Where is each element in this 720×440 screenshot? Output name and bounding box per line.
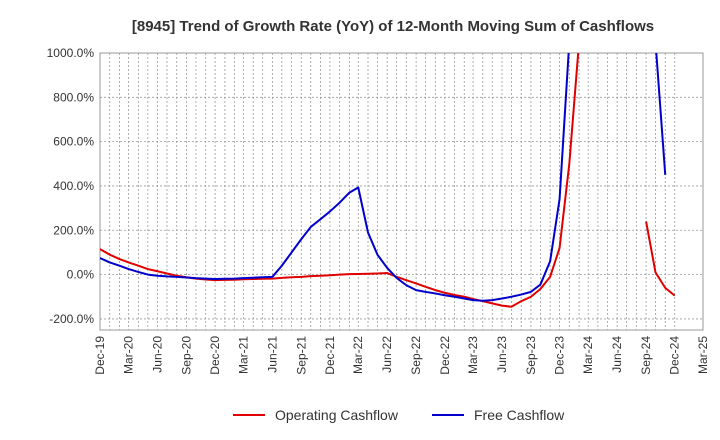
x-tick-label: Sep-20 — [180, 336, 194, 375]
x-tick-label: Dec-22 — [438, 336, 452, 375]
x-tick-label: Jun-23 — [495, 336, 509, 373]
x-tick-label: Jun-21 — [265, 336, 279, 373]
y-tick-label: 600.0% — [53, 135, 94, 149]
series-line-operating-cashflow — [645, 221, 676, 297]
x-tick-label: Dec-24 — [668, 336, 682, 375]
x-tick-label: Dec-21 — [323, 336, 337, 375]
legend-label: Operating Cashflow — [275, 407, 399, 423]
y-tick-label: 1000.0% — [47, 46, 95, 60]
x-tick-label: Jun-20 — [151, 336, 165, 373]
x-tick-label: Mar-21 — [236, 336, 250, 374]
x-tick-label: Sep-22 — [409, 336, 423, 375]
x-tick-label: Mar-24 — [581, 336, 595, 374]
x-tick-label: Mar-25 — [696, 336, 710, 374]
series-line-free-cashflow — [655, 53, 667, 175]
x-tick-label: Jun-24 — [610, 336, 624, 373]
x-tick-label: Dec-23 — [553, 336, 567, 375]
x-tick-label: Mar-23 — [466, 336, 480, 374]
y-tick-label: 200.0% — [53, 223, 94, 237]
y-tick-label: 400.0% — [53, 179, 94, 193]
x-tick-label: Dec-19 — [93, 336, 107, 375]
y-tick-label: 800.0% — [53, 90, 94, 104]
series-line-free-cashflow — [100, 53, 570, 302]
x-axis: Dec-19 Mar-20 Jun-20 Sep-20 Dec-20 Mar-21 Jun-… — [93, 336, 710, 375]
grid — [99, 52, 704, 330]
plot-area — [99, 52, 704, 331]
x-tick-label: Dec-20 — [208, 336, 222, 375]
x-tick-label: Sep-21 — [294, 336, 308, 375]
x-tick-label: Mar-20 — [122, 336, 136, 374]
x-tick-label: Sep-24 — [639, 336, 653, 375]
x-tick-label: Mar-22 — [351, 336, 365, 374]
y-tick-label: 0.0% — [67, 268, 95, 282]
legend: Operating Cashflow Free Cashflow — [233, 407, 565, 423]
legend-label: Free Cashflow — [474, 407, 565, 423]
x-tick-label: Sep-23 — [524, 336, 538, 375]
series-lines — [100, 53, 676, 308]
y-tick-label: -200.0% — [49, 312, 94, 326]
x-tick-label: Jun-22 — [380, 336, 394, 373]
chart-title: [8945] Trend of Growth Rate (YoY) of 12-… — [132, 18, 654, 35]
y-axis: 1000.0% 800.0% 600.0% 400.0% 200.0% 0.0% -200.… — [47, 46, 95, 326]
